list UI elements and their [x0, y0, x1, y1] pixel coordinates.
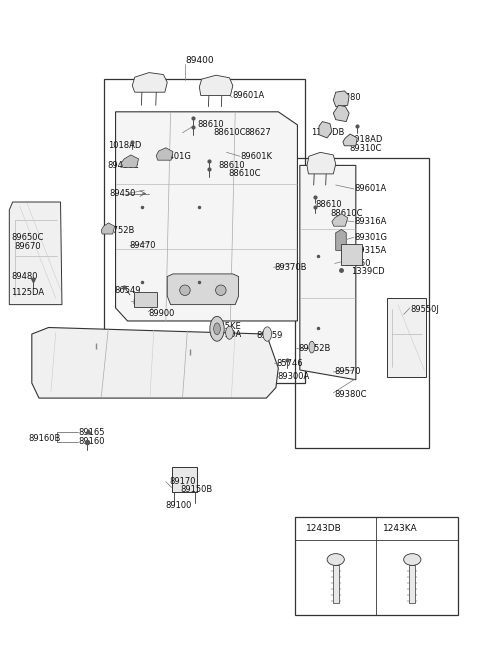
Text: 89160: 89160	[78, 438, 105, 446]
Text: 89900: 89900	[148, 309, 175, 318]
Text: 88610C: 88610C	[214, 128, 246, 138]
Ellipse shape	[309, 341, 315, 353]
Polygon shape	[332, 214, 348, 226]
Polygon shape	[333, 91, 349, 107]
Polygon shape	[387, 298, 426, 377]
Ellipse shape	[180, 285, 190, 295]
Ellipse shape	[216, 285, 226, 295]
Text: 1125DB: 1125DB	[311, 128, 344, 138]
Text: 86549: 86549	[115, 286, 141, 295]
Text: 89601K: 89601K	[240, 152, 272, 160]
Text: 89601A: 89601A	[233, 91, 265, 100]
Polygon shape	[116, 112, 298, 321]
Text: 1018AD: 1018AD	[349, 135, 383, 143]
Polygon shape	[132, 73, 167, 92]
Ellipse shape	[404, 553, 421, 565]
Polygon shape	[307, 153, 336, 174]
Text: 88610: 88610	[316, 200, 342, 209]
Text: 89550J: 89550J	[410, 305, 439, 314]
Text: 89650C: 89650C	[11, 233, 44, 242]
Polygon shape	[156, 148, 173, 160]
Text: 89316A: 89316A	[354, 217, 386, 226]
Text: 89259: 89259	[257, 331, 283, 340]
Text: 89150B: 89150B	[180, 485, 213, 494]
Text: 1018AD: 1018AD	[108, 141, 142, 150]
Bar	[295, 517, 458, 615]
Text: 1125KE: 1125KE	[209, 322, 240, 331]
Polygon shape	[121, 155, 139, 168]
Text: 1125DA: 1125DA	[11, 288, 44, 297]
Polygon shape	[199, 75, 233, 96]
Bar	[134, 292, 157, 307]
Text: 88610C: 88610C	[330, 209, 362, 217]
Text: 89401G: 89401G	[158, 152, 192, 160]
Text: 89160B: 89160B	[28, 434, 61, 443]
Text: 89927: 89927	[132, 298, 159, 307]
Ellipse shape	[327, 553, 344, 565]
Bar	[340, 244, 362, 265]
Text: 89165: 89165	[78, 428, 105, 437]
Text: 89670: 89670	[14, 242, 41, 251]
Polygon shape	[167, 274, 239, 305]
Text: 89100: 89100	[166, 501, 192, 510]
Ellipse shape	[226, 326, 233, 339]
Polygon shape	[336, 229, 346, 250]
Text: 89601A: 89601A	[354, 185, 386, 193]
Ellipse shape	[214, 323, 220, 335]
Bar	[409, 565, 415, 603]
Text: 89720A: 89720A	[209, 329, 241, 339]
Text: 89170: 89170	[169, 477, 196, 486]
Text: 89370B: 89370B	[275, 263, 307, 272]
Text: 89480: 89480	[11, 272, 38, 281]
Polygon shape	[300, 166, 356, 380]
Text: 88610C: 88610C	[228, 169, 261, 178]
Text: 89450: 89450	[110, 189, 136, 198]
Ellipse shape	[263, 327, 272, 341]
Text: 89310C: 89310C	[349, 144, 382, 153]
Text: 89400: 89400	[185, 56, 214, 66]
Text: 89410E: 89410E	[107, 161, 139, 170]
Text: 88627: 88627	[245, 128, 272, 138]
Polygon shape	[9, 202, 62, 305]
Text: 1243DB: 1243DB	[306, 524, 342, 533]
Text: 89752B: 89752B	[102, 226, 134, 235]
Polygon shape	[343, 134, 357, 146]
Polygon shape	[333, 105, 349, 122]
Ellipse shape	[210, 316, 224, 341]
Text: 89350: 89350	[344, 259, 371, 268]
Bar	[172, 468, 197, 492]
Polygon shape	[101, 223, 115, 234]
Bar	[295, 158, 429, 449]
Text: 1243KA: 1243KA	[383, 524, 417, 533]
Text: 89301G: 89301G	[354, 233, 387, 242]
Text: 89380C: 89380C	[335, 390, 367, 399]
Text: 89780: 89780	[335, 93, 361, 102]
Text: 89470: 89470	[129, 241, 156, 250]
Text: 88610: 88610	[218, 161, 245, 170]
Bar	[104, 79, 305, 383]
Text: 89570: 89570	[335, 367, 361, 377]
Text: 88610: 88610	[197, 121, 224, 130]
Text: 89752B: 89752B	[299, 344, 331, 353]
Text: 89300A: 89300A	[277, 372, 310, 381]
Text: 85746: 85746	[276, 359, 302, 368]
Text: 89315A: 89315A	[354, 246, 386, 255]
Polygon shape	[319, 122, 332, 138]
Bar	[333, 565, 338, 603]
Text: 1339CD: 1339CD	[351, 267, 384, 276]
Polygon shape	[32, 328, 278, 398]
